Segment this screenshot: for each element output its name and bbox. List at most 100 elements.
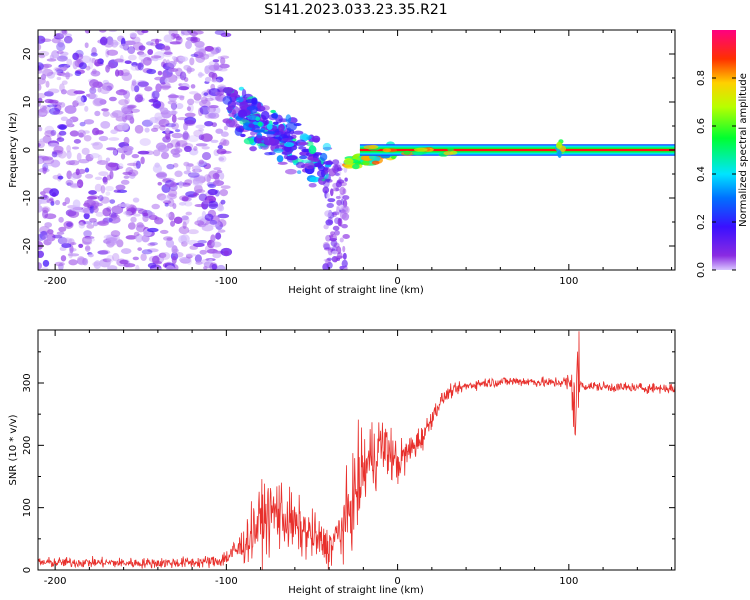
spectrogram-blob bbox=[165, 123, 177, 128]
spectrogram-blob bbox=[218, 157, 225, 161]
spectrogram-blob bbox=[273, 148, 284, 153]
spectrogram-blob bbox=[58, 237, 70, 245]
spectrogram-blob bbox=[208, 259, 213, 263]
spectrogram-blob bbox=[129, 32, 137, 38]
spectrogram-blob bbox=[257, 102, 262, 109]
spectrogram-blob bbox=[172, 163, 179, 168]
spectrogram-blob bbox=[58, 124, 67, 130]
spectrogram-blob bbox=[170, 220, 176, 227]
spectrogram-blob bbox=[38, 43, 42, 51]
spectrogram-blob bbox=[182, 130, 189, 140]
snr-y-label: SNR (10 * v/v) bbox=[8, 414, 19, 485]
spectrogram-blob bbox=[285, 114, 292, 124]
spectrogram-blob bbox=[172, 202, 177, 210]
spectrogram-blob bbox=[63, 35, 73, 44]
spectrogram-blob bbox=[218, 155, 227, 163]
spectrogram-blob bbox=[135, 264, 140, 270]
spectrogram-blob bbox=[183, 122, 188, 131]
spectrogram-blob bbox=[235, 97, 244, 103]
spectrogram-blob bbox=[171, 56, 177, 60]
spectrogram-blob bbox=[110, 230, 121, 238]
colorbar-tick-label: 0.8 bbox=[696, 70, 707, 86]
spectrogram-blob bbox=[81, 240, 93, 245]
spectrogram-blob bbox=[264, 152, 273, 156]
spectrogram-blob bbox=[72, 100, 79, 107]
spectrogram-blob bbox=[211, 263, 218, 270]
colorbar-gradient bbox=[712, 30, 736, 270]
spectrogram-blob bbox=[194, 203, 206, 208]
spectrogram-blob bbox=[122, 171, 133, 176]
spectrogram-blob bbox=[328, 159, 332, 164]
spectrogram-blob bbox=[85, 93, 91, 97]
spectrogram-blob bbox=[219, 172, 225, 180]
spectrogram-blob bbox=[118, 203, 131, 208]
spectrogram-blob bbox=[89, 217, 97, 223]
spectrogram-blob bbox=[101, 108, 109, 112]
spectrogram-blob bbox=[204, 97, 214, 102]
spectrogram-blob bbox=[135, 160, 141, 169]
spectrogram-blob bbox=[40, 38, 52, 42]
spectrogram-blob bbox=[68, 250, 73, 259]
spectrogram-blob bbox=[148, 256, 158, 263]
spectrogram-blob bbox=[102, 217, 109, 225]
spectrogram-blob bbox=[183, 64, 191, 71]
spectrogram-blob bbox=[155, 43, 166, 50]
spectrogram-blob bbox=[181, 132, 191, 141]
spectrogram-blob bbox=[108, 212, 118, 218]
spectrogram-blob bbox=[322, 186, 330, 194]
spectrogram-blob bbox=[65, 71, 70, 80]
spectrogram-blob bbox=[85, 65, 91, 71]
spectrogram-blob bbox=[136, 222, 144, 229]
spectrogram-blob bbox=[60, 255, 67, 262]
spectrogram-blob bbox=[94, 110, 101, 117]
spectrogram-blob bbox=[298, 155, 308, 160]
spectrogram-blob bbox=[130, 216, 137, 223]
spectrogram-blob bbox=[301, 134, 312, 141]
spectrogram-blob bbox=[133, 85, 140, 93]
spectrogram-blob bbox=[342, 234, 350, 239]
spectrogram-blob bbox=[48, 197, 54, 202]
spectrogram-blob bbox=[56, 76, 62, 81]
spectrogram-blob bbox=[62, 237, 73, 244]
spectrogram-blob bbox=[114, 58, 124, 63]
spectrogram-blob bbox=[46, 104, 58, 108]
spectrogram-blob bbox=[250, 130, 256, 136]
spectrogram-blob bbox=[138, 45, 146, 51]
spectrogram-blob bbox=[266, 123, 273, 131]
spectrogram-blob bbox=[110, 129, 118, 135]
spectrogram-blob bbox=[371, 160, 380, 165]
spectrogram-blob bbox=[113, 189, 121, 193]
spectrogram-blob bbox=[108, 96, 117, 102]
spectrogram-blob bbox=[126, 162, 139, 167]
spectrogram-blob bbox=[78, 62, 87, 70]
spectrogram-blob bbox=[309, 176, 320, 183]
spectrogram-blob bbox=[155, 172, 167, 178]
snr-panel: -200 -100 0 100 0 100 200 300 Height of straigh… bbox=[8, 329, 676, 596]
spectrogram-blob bbox=[59, 83, 65, 92]
spectrogram-blob bbox=[69, 130, 79, 137]
spectrogram-blob bbox=[108, 216, 121, 224]
spectrogram-blob bbox=[194, 165, 200, 173]
spectrogram-blob bbox=[204, 244, 214, 254]
spectrogram-blob bbox=[124, 114, 134, 121]
spectrogram-blob bbox=[38, 262, 42, 270]
spectrogram-blob bbox=[106, 254, 115, 263]
spectrogram-blob bbox=[118, 99, 129, 106]
spectrogram-blob bbox=[100, 196, 110, 204]
spectrogram-blob bbox=[38, 157, 43, 165]
spectrogram-blob bbox=[165, 47, 171, 55]
spectrogram-blob bbox=[196, 216, 207, 225]
spectrogram-blob bbox=[39, 195, 50, 200]
spectrogram-blob bbox=[44, 91, 54, 97]
spectrogram-blob bbox=[194, 254, 202, 263]
spectrogram-blob bbox=[91, 46, 97, 56]
spectrogram-blob bbox=[80, 55, 92, 64]
spectrogram-blob bbox=[293, 130, 304, 135]
spectrogram-blob bbox=[39, 138, 51, 142]
spectrogram-blob bbox=[283, 142, 295, 148]
spectrogram-blob bbox=[83, 134, 92, 142]
spectrogram-blob bbox=[150, 55, 162, 59]
spectrogram-blob bbox=[207, 112, 220, 119]
spectrogram-blob bbox=[175, 129, 181, 133]
spectrogram-blob bbox=[169, 110, 178, 115]
